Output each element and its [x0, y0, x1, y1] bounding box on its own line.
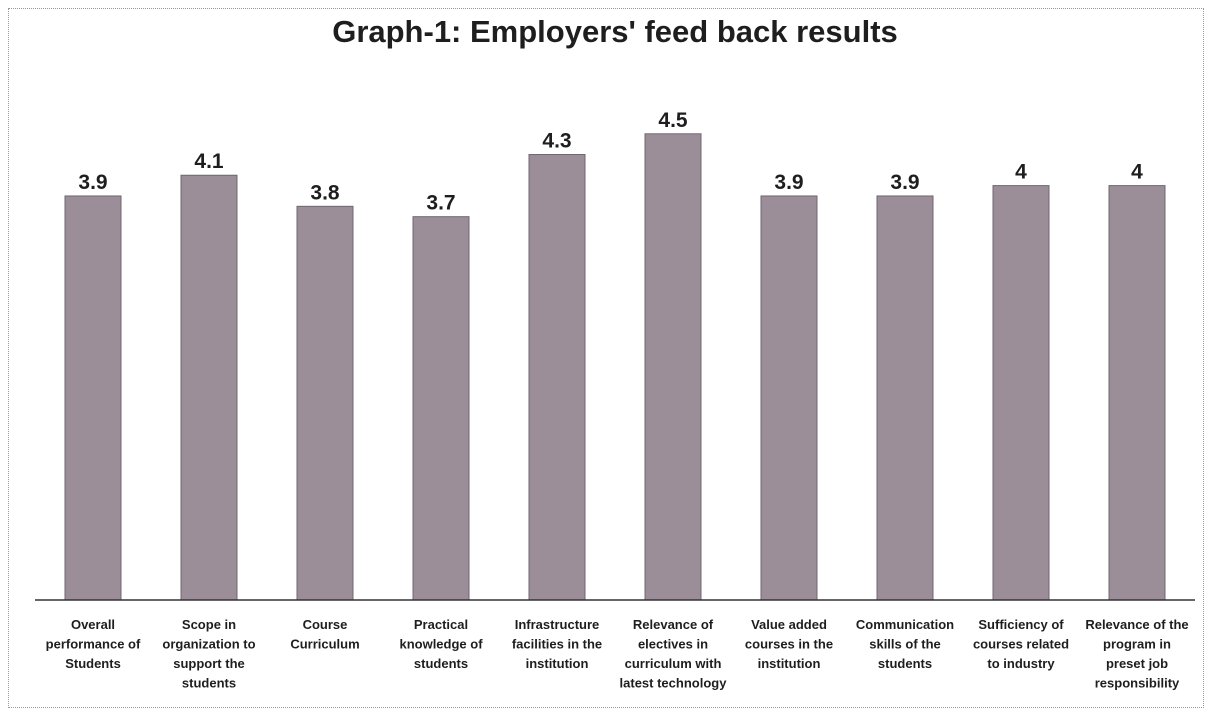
value-label-3: 3.8	[310, 181, 340, 204]
category-label-4: Practical knowledge of students	[399, 617, 483, 671]
value-label-10: 4	[1131, 161, 1143, 184]
bar-4	[412, 216, 470, 601]
category-label-10: Relevance of the program in preset job resp…	[1085, 617, 1188, 691]
category-label-7: Value added courses in the institution	[745, 617, 833, 671]
bar-9	[992, 185, 1050, 601]
value-label-4: 3.7	[426, 192, 455, 215]
bar-3	[296, 205, 354, 601]
bar-5	[528, 154, 586, 601]
bar-8	[876, 195, 934, 601]
category-label-9: Sufficiency of courses related to industry	[973, 617, 1069, 671]
category-label-6: Relevance of electives in curriculum with l…	[620, 617, 728, 691]
value-label-9: 4	[1015, 161, 1027, 184]
category-label-5: Infrastructure facilities in the instituti…	[512, 617, 602, 671]
category-label-8: Communication skills of the students	[856, 617, 954, 671]
value-label-6: 4.5	[658, 109, 688, 132]
value-label-5: 4.3	[542, 130, 571, 153]
bar-6	[644, 133, 702, 601]
bar-1	[64, 195, 122, 601]
value-label-7: 3.9	[774, 171, 803, 194]
value-label-8: 3.9	[890, 171, 919, 194]
bar-10	[1108, 185, 1166, 601]
value-label-2: 4.1	[194, 150, 224, 173]
category-label-3: Course Curriculum	[290, 617, 359, 652]
bar-2	[180, 174, 238, 601]
category-label-2: Scope in organization to support the studen…	[162, 617, 255, 691]
category-label-1: Overall performance of Students	[46, 617, 141, 671]
value-label-1: 3.9	[78, 171, 107, 194]
bar-7	[760, 195, 818, 601]
chart-title: Graph-1: Employers' feed back results	[332, 14, 898, 49]
